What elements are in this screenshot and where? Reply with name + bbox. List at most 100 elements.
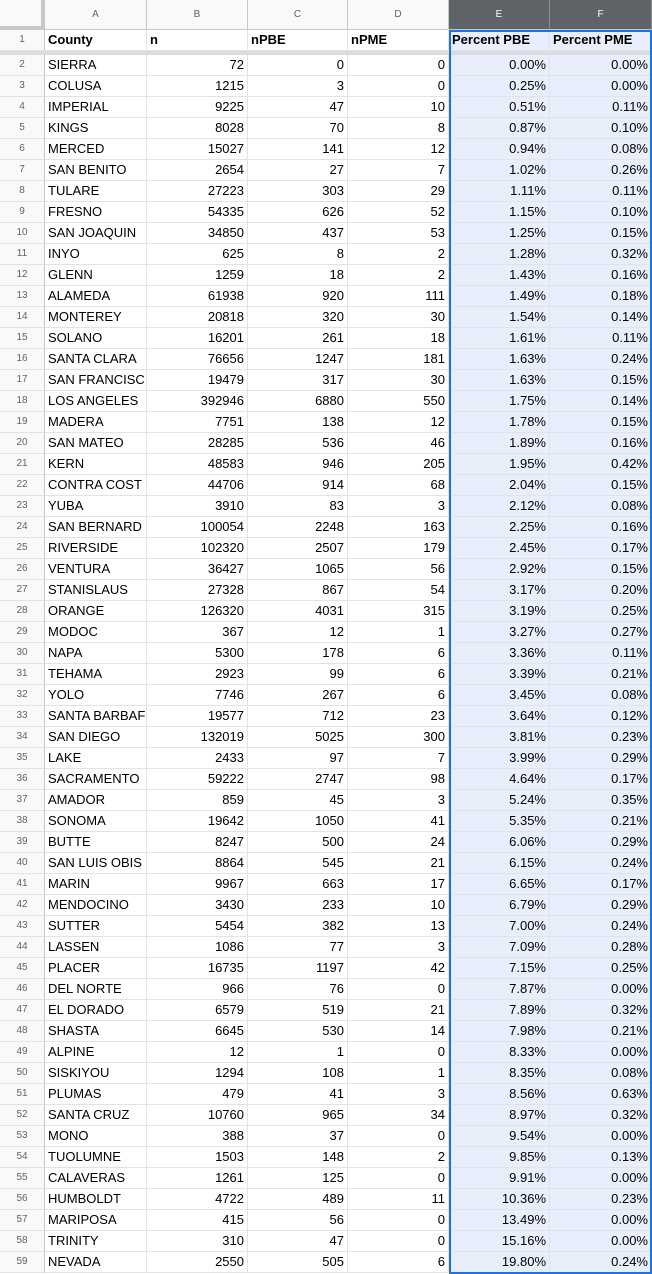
table-cell[interactable]: 261: [248, 328, 348, 349]
table-cell[interactable]: 2433: [147, 748, 248, 769]
table-cell[interactable]: 415: [147, 1210, 248, 1231]
row-number[interactable]: 7: [0, 160, 45, 181]
table-cell[interactable]: 0.00%: [550, 1042, 652, 1063]
row-number[interactable]: 54: [0, 1147, 45, 1168]
row-number[interactable]: 32: [0, 685, 45, 706]
table-cell[interactable]: TULARE: [45, 181, 147, 202]
table-cell[interactable]: 0: [348, 1126, 449, 1147]
table-cell[interactable]: 920: [248, 286, 348, 307]
table-cell[interactable]: 965: [248, 1105, 348, 1126]
table-cell[interactable]: 19642: [147, 811, 248, 832]
table-cell[interactable]: 3: [248, 76, 348, 97]
table-cell[interactable]: 0.08%: [550, 685, 652, 706]
row-number[interactable]: 16: [0, 349, 45, 370]
table-cell[interactable]: 29: [348, 181, 449, 202]
table-cell[interactable]: SACRAMENTO: [45, 769, 147, 790]
table-cell[interactable]: 3.81%: [449, 727, 550, 748]
table-cell[interactable]: 0.15%: [550, 559, 652, 580]
table-cell[interactable]: 500: [248, 832, 348, 853]
table-cell[interactable]: 53: [348, 223, 449, 244]
table-cell[interactable]: 108: [248, 1063, 348, 1084]
table-cell[interactable]: AMADOR: [45, 790, 147, 811]
table-cell[interactable]: 1.11%: [449, 181, 550, 202]
table-cell[interactable]: MARIN: [45, 874, 147, 895]
table-cell[interactable]: TUOLUMNE: [45, 1147, 147, 1168]
table-cell[interactable]: 0.00%: [550, 55, 652, 76]
table-cell[interactable]: 0: [348, 1042, 449, 1063]
table-cell[interactable]: SAN BENITO: [45, 160, 147, 181]
table-cell[interactable]: 179: [348, 538, 449, 559]
table-cell[interactable]: 0.00%: [550, 1210, 652, 1231]
table-cell[interactable]: 10: [348, 895, 449, 916]
row-number[interactable]: 2: [0, 55, 45, 76]
row-number[interactable]: 12: [0, 265, 45, 286]
table-cell[interactable]: 1.43%: [449, 265, 550, 286]
table-cell[interactable]: 8.97%: [449, 1105, 550, 1126]
table-cell[interactable]: 45: [248, 790, 348, 811]
table-cell[interactable]: 1261: [147, 1168, 248, 1189]
row-number[interactable]: 3: [0, 76, 45, 97]
table-cell[interactable]: 8: [248, 244, 348, 265]
table-cell[interactable]: 7.15%: [449, 958, 550, 979]
table-cell[interactable]: 0.10%: [550, 118, 652, 139]
table-cell[interactable]: 367: [147, 622, 248, 643]
row-number[interactable]: 24: [0, 517, 45, 538]
table-cell[interactable]: 9.54%: [449, 1126, 550, 1147]
table-cell[interactable]: STANISLAUS: [45, 580, 147, 601]
table-cell[interactable]: 9.91%: [449, 1168, 550, 1189]
row-number[interactable]: 30: [0, 643, 45, 664]
table-cell[interactable]: SHASTA: [45, 1021, 147, 1042]
table-cell[interactable]: 52: [348, 202, 449, 223]
table-cell[interactable]: 1215: [147, 76, 248, 97]
table-cell[interactable]: 320: [248, 307, 348, 328]
table-cell[interactable]: 1065: [248, 559, 348, 580]
table-cell[interactable]: 2507: [248, 538, 348, 559]
table-cell[interactable]: MODOC: [45, 622, 147, 643]
table-cell[interactable]: 141: [248, 139, 348, 160]
row-number[interactable]: 55: [0, 1168, 45, 1189]
table-cell[interactable]: 72: [147, 55, 248, 76]
table-cell[interactable]: 1.25%: [449, 223, 550, 244]
table-cell[interactable]: 42: [348, 958, 449, 979]
table-cell[interactable]: 626: [248, 202, 348, 223]
table-cell[interactable]: 0.00%: [449, 55, 550, 76]
table-cell[interactable]: 4031: [248, 601, 348, 622]
table-cell[interactable]: 11: [348, 1189, 449, 1210]
table-cell[interactable]: 1.63%: [449, 370, 550, 391]
table-cell[interactable]: 2.45%: [449, 538, 550, 559]
table-cell[interactable]: 41: [248, 1084, 348, 1105]
table-cell[interactable]: 310: [147, 1231, 248, 1252]
table-cell[interactable]: 0.32%: [550, 1000, 652, 1021]
table-cell[interactable]: 3: [348, 496, 449, 517]
table-cell[interactable]: MONO: [45, 1126, 147, 1147]
table-cell[interactable]: COLUSA: [45, 76, 147, 97]
row-number[interactable]: 46: [0, 979, 45, 1000]
select-all-corner[interactable]: [0, 0, 45, 30]
row-number[interactable]: 13: [0, 286, 45, 307]
row-number[interactable]: 1: [0, 30, 45, 51]
table-cell[interactable]: 663: [248, 874, 348, 895]
row-number[interactable]: 50: [0, 1063, 45, 1084]
row-number[interactable]: 14: [0, 307, 45, 328]
table-cell[interactable]: 5.24%: [449, 790, 550, 811]
table-cell[interactable]: 233: [248, 895, 348, 916]
table-cell[interactable]: 27223: [147, 181, 248, 202]
table-cell[interactable]: 0.00%: [550, 76, 652, 97]
table-cell[interactable]: SOLANO: [45, 328, 147, 349]
table-cell[interactable]: 1: [348, 622, 449, 643]
table-cell[interactable]: 300: [348, 727, 449, 748]
table-cell[interactable]: 0.00%: [550, 1168, 652, 1189]
table-cell[interactable]: 0.25%: [449, 76, 550, 97]
table-cell[interactable]: ALAMEDA: [45, 286, 147, 307]
table-cell[interactable]: 3.19%: [449, 601, 550, 622]
table-cell[interactable]: 914: [248, 475, 348, 496]
table-cell[interactable]: 6.79%: [449, 895, 550, 916]
table-cell[interactable]: 30: [348, 370, 449, 391]
table-cell[interactable]: 10760: [147, 1105, 248, 1126]
table-cell[interactable]: 519: [248, 1000, 348, 1021]
table-cell[interactable]: DEL NORTE: [45, 979, 147, 1000]
table-cell[interactable]: 23: [348, 706, 449, 727]
table-cell[interactable]: 1197: [248, 958, 348, 979]
table-cell[interactable]: 2654: [147, 160, 248, 181]
table-cell[interactable]: 28285: [147, 433, 248, 454]
